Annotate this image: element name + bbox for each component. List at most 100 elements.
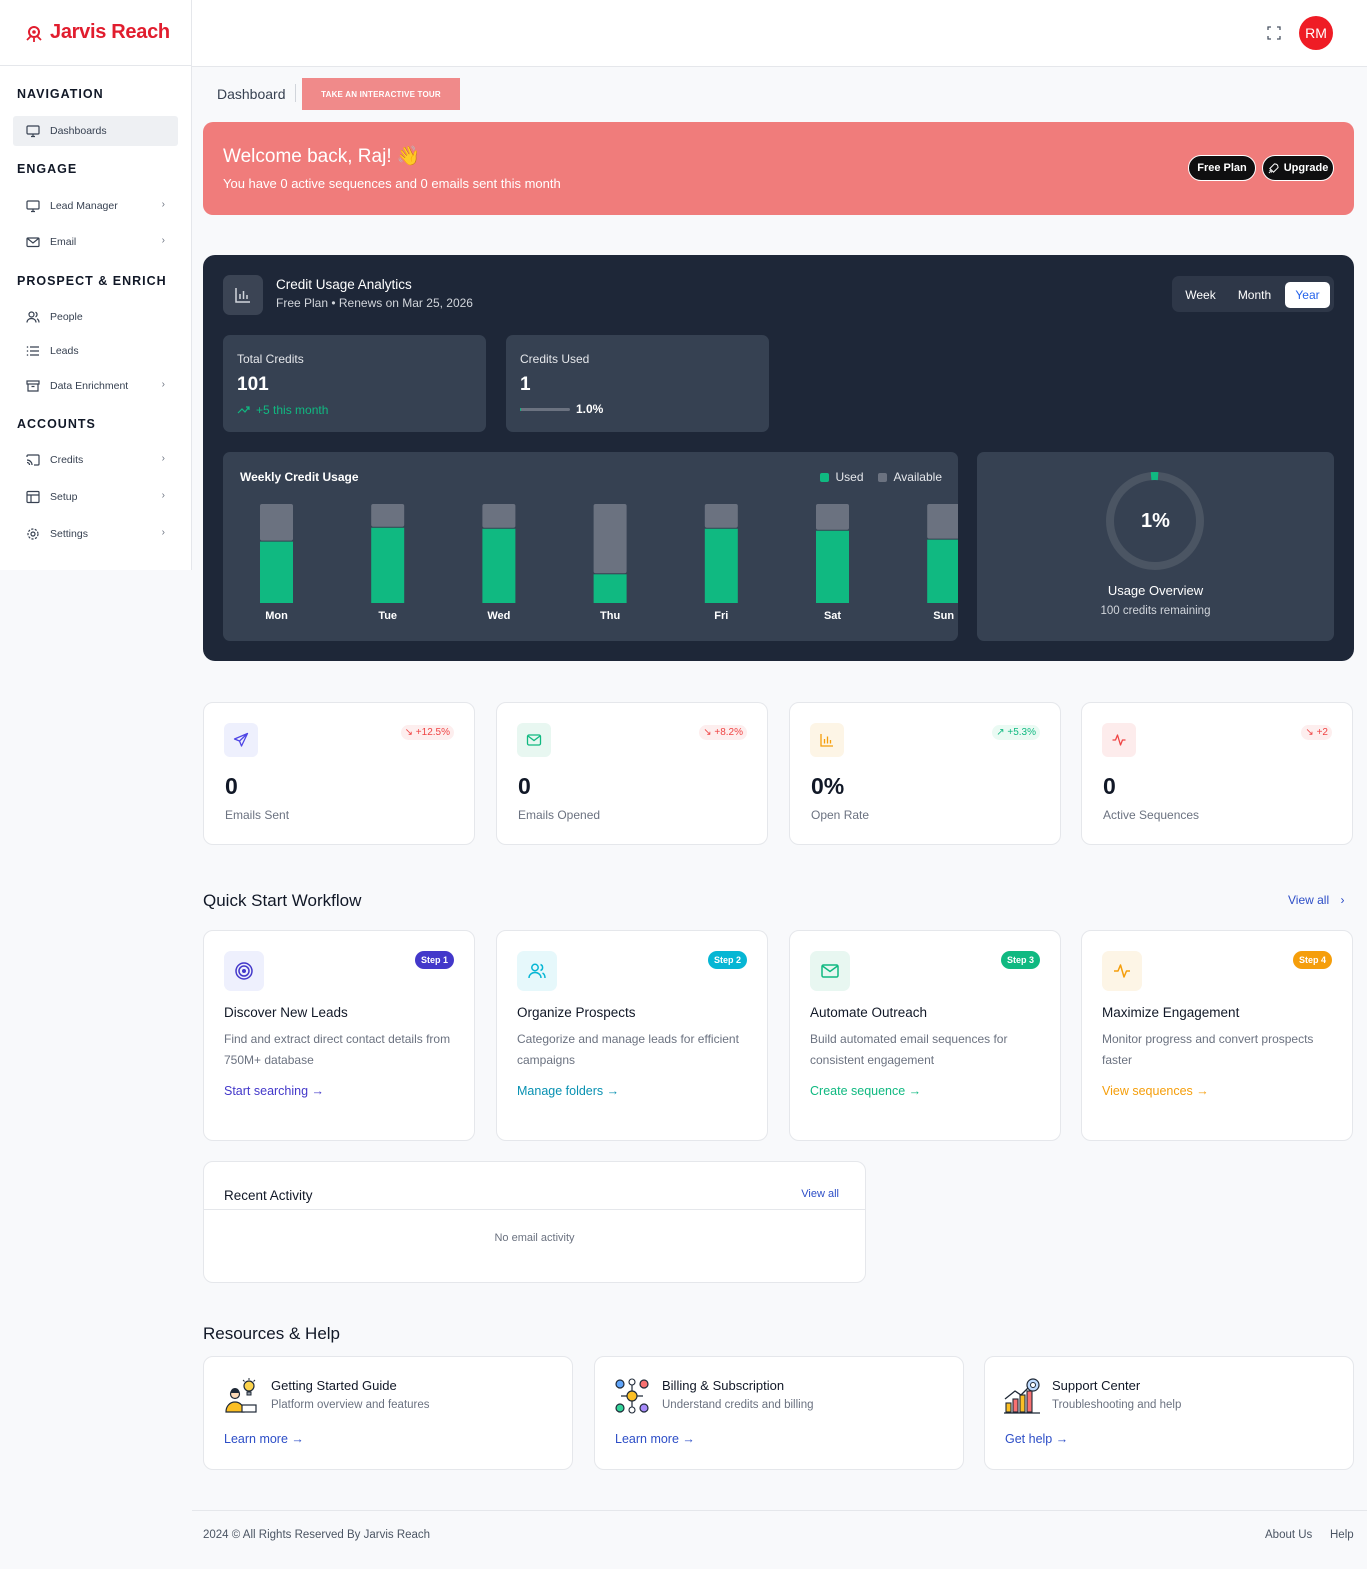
- users-icon: [25, 310, 40, 325]
- trend-up-icon: [237, 406, 250, 414]
- analytics-title: Credit Usage Analytics: [276, 277, 412, 292]
- sidebar-item-dashboards[interactable]: Dashboards: [13, 116, 178, 146]
- stat-delta: ↘ +8.2%: [699, 725, 747, 740]
- sidebar-item-lead-manager[interactable]: Lead Manager ›: [13, 191, 178, 221]
- arrow-right-icon: →: [287, 1432, 304, 1446]
- start-searching-link[interactable]: Start searching →: [224, 1084, 324, 1098]
- bar-available-mon: [260, 504, 293, 541]
- fullscreen-icon[interactable]: [1267, 26, 1281, 40]
- card-description: Monitor progress and convert prospects f…: [1102, 1032, 1314, 1067]
- link-label: Start searching: [224, 1084, 309, 1098]
- section-accounts: ACCOUNTS: [17, 417, 96, 431]
- sidebar-item-label: Settings: [50, 528, 88, 540]
- avatar[interactable]: RM: [1299, 16, 1333, 50]
- create-sequence-link[interactable]: Create sequence →: [810, 1084, 921, 1098]
- logo[interactable]: Jarvis Reach: [0, 0, 191, 66]
- sidebar-item-people[interactable]: People: [13, 302, 178, 332]
- quick-start-view-all[interactable]: View all ›: [1288, 893, 1344, 907]
- bar-used-tue: [371, 527, 405, 603]
- link-label: View sequences: [1102, 1084, 1193, 1098]
- sidebar-item-credits[interactable]: Credits ›: [13, 445, 178, 475]
- legend-used-swatch: [819, 472, 829, 482]
- tick-label-tue: Tue: [378, 610, 397, 622]
- usage-overview-card: 1% Usage Overview 100 credits remaining: [977, 452, 1334, 641]
- growth-chart-icon: [1004, 1378, 1040, 1414]
- learn-more-link[interactable]: Learn more →: [615, 1432, 695, 1446]
- upgrade-button[interactable]: Upgrade: [1262, 155, 1334, 181]
- sidebar-item-label: Data Enrichment: [50, 380, 129, 392]
- usage-overview-title: Usage Overview: [1107, 583, 1204, 598]
- usage-ring-fill: [1106, 472, 1204, 570]
- sidebar: Jarvis Reach NAVIGATION Dashboards ENGAG…: [0, 0, 192, 570]
- stat-value: 0: [225, 773, 238, 799]
- arrow-right-icon: →: [678, 1432, 695, 1446]
- bar-used-mon: [260, 541, 293, 603]
- footer-link-help[interactable]: Help: [1330, 1529, 1354, 1541]
- tick-label-wed: Wed: [487, 610, 510, 622]
- sidebar-item-settings[interactable]: Settings ›: [13, 519, 178, 549]
- sidebar-item-label: Credits: [50, 454, 84, 466]
- free-plan-badge: Free Plan: [1188, 155, 1256, 181]
- tick-label-fri: Fri: [714, 610, 728, 622]
- card-description: Categorize and manage leads for efficien…: [517, 1032, 739, 1067]
- trend-up-icon: ↗: [996, 727, 1008, 738]
- recent-activity-view-all[interactable]: View all: [801, 1188, 839, 1200]
- quick-start-card-4: Step 4 Maximize Engagement Monitor progr…: [1081, 930, 1353, 1141]
- archive-icon: [25, 379, 40, 394]
- period-week-button[interactable]: Week: [1185, 288, 1216, 302]
- sidebar-item-leads[interactable]: Leads: [13, 336, 178, 366]
- stat-delta: ↘ +12.5%: [400, 725, 454, 740]
- tick-label-mon: Mon: [265, 610, 288, 622]
- period-month-button[interactable]: Month: [1237, 288, 1272, 302]
- trend-down-icon: ↘: [404, 727, 416, 738]
- activity-icon: [1102, 951, 1142, 991]
- sidebar-item-data-enrichment[interactable]: Data Enrichment ›: [13, 371, 178, 401]
- stat-delta-value: +8.2%: [714, 727, 743, 738]
- card-title: Organize Prospects: [517, 1005, 636, 1020]
- footer-divider: [192, 1510, 1367, 1511]
- period-year-button[interactable]: Year: [1285, 282, 1330, 308]
- section-navigation: NAVIGATION: [17, 87, 104, 101]
- credits-used-label: Credits Used: [520, 352, 590, 366]
- usage-overview-subtitle: 100 credits remaining: [1100, 605, 1211, 617]
- stat-label: Emails Opened: [518, 808, 601, 822]
- legend-available-label: Available: [893, 470, 942, 484]
- bar-chart-icon: [223, 275, 263, 315]
- total-credits-trend: +5 this month: [256, 403, 329, 417]
- chevron-right-icon: ›: [1340, 893, 1345, 907]
- footer-link-about[interactable]: About Us: [1265, 1529, 1313, 1541]
- activity-icon: [1102, 723, 1136, 757]
- list-icon: [25, 344, 40, 359]
- layout-icon: [25, 490, 40, 505]
- arrow-right-icon: →: [1052, 1432, 1069, 1446]
- welcome-banner: Welcome back, Raj! 👋 You have 0 active s…: [203, 122, 1354, 215]
- welcome-subtitle: You have 0 active sequences and 0 emails…: [223, 176, 561, 191]
- arrow-right-icon: →: [603, 1084, 620, 1098]
- view-sequences-link[interactable]: View sequences →: [1102, 1084, 1209, 1098]
- bar-available-tue: [371, 504, 405, 527]
- interactive-tour-button[interactable]: TAKE AN INTERACTIVE TOUR: [302, 78, 460, 110]
- usage-percent: 1%: [1141, 510, 1170, 532]
- get-help-link[interactable]: Get help →: [1005, 1432, 1068, 1446]
- view-all-label: View all: [1288, 893, 1330, 907]
- sidebar-item-email[interactable]: Email ›: [13, 227, 178, 257]
- mail-icon: [517, 723, 551, 757]
- manage-folders-link[interactable]: Manage folders →: [517, 1084, 619, 1098]
- stat-value: 0: [1103, 773, 1116, 799]
- sidebar-item-setup[interactable]: Setup ›: [13, 482, 178, 512]
- bar-used-sun: [927, 539, 958, 603]
- stat-card-active-sequences: ↘ +2 0 Active Sequences: [1081, 702, 1353, 845]
- quick-start-card-1: Step 1 Discover New Leads Find and extra…: [203, 930, 475, 1141]
- resource-card-getting-started: Getting Started Guide Platform overview …: [203, 1356, 573, 1470]
- stat-label: Emails Sent: [225, 808, 290, 822]
- tick-label-thu: Thu: [600, 610, 620, 622]
- chevron-right-icon: ›: [161, 379, 165, 390]
- resource-title: Support Center: [1052, 1378, 1141, 1393]
- breadcrumb: Dashboard: [217, 86, 286, 102]
- footer-copyright: 2024 © All Rights Reserved By Jarvis Rea…: [203, 1529, 431, 1541]
- card-title: Maximize Engagement: [1102, 1005, 1240, 1020]
- learn-more-link[interactable]: Learn more →: [224, 1432, 304, 1446]
- resource-card-billing: Billing & Subscription Understand credit…: [594, 1356, 964, 1470]
- credits-used-value: 1: [520, 374, 531, 395]
- step-badge: Step 2: [707, 951, 747, 969]
